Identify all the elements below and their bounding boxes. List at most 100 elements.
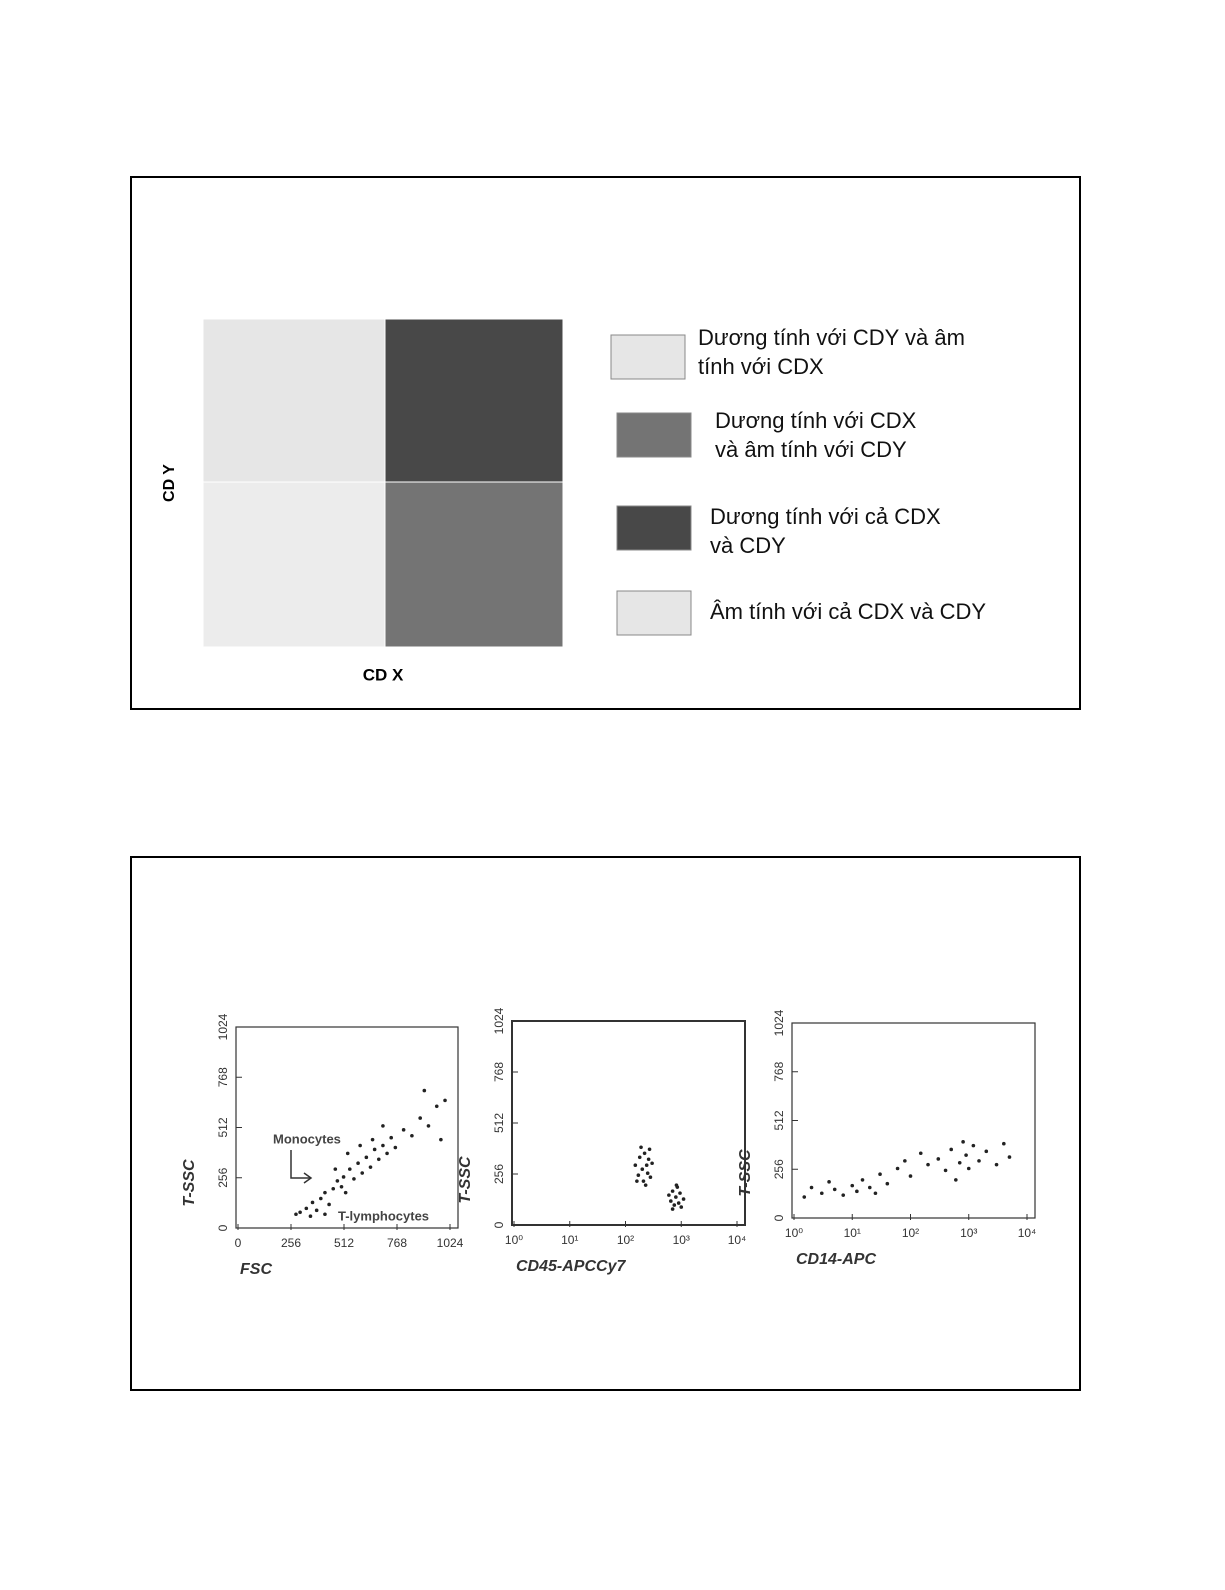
data-point bbox=[368, 1165, 373, 1169]
quadrant bbox=[202, 481, 386, 648]
data-point bbox=[323, 1190, 327, 1195]
legend-swatch bbox=[616, 505, 692, 551]
data-point bbox=[943, 1168, 948, 1173]
data-point bbox=[393, 1145, 398, 1150]
data-point bbox=[650, 1161, 654, 1166]
legend-label: Dương tính với cả CDX bbox=[710, 504, 941, 529]
legend-label: Âm tính với cả CDX và CDY bbox=[710, 599, 986, 624]
data-point bbox=[819, 1191, 824, 1196]
data-point bbox=[994, 1162, 999, 1167]
data-point bbox=[319, 1196, 323, 1201]
data-point bbox=[646, 1157, 651, 1162]
data-point bbox=[670, 1207, 675, 1211]
data-point bbox=[873, 1191, 878, 1196]
data-point bbox=[327, 1202, 331, 1207]
legend-label: và CDY bbox=[710, 533, 786, 558]
x-tick-label: 10¹ bbox=[844, 1226, 861, 1240]
x-tick-label: 0 bbox=[235, 1236, 242, 1250]
data-point bbox=[949, 1147, 954, 1152]
slide-frame bbox=[130, 856, 1081, 1391]
data-point bbox=[926, 1162, 930, 1167]
data-point bbox=[936, 1157, 941, 1161]
data-point bbox=[957, 1160, 962, 1165]
y-axis-label: CD Y bbox=[161, 464, 178, 502]
y-tick-label: 1024 bbox=[772, 1009, 786, 1036]
data-point bbox=[335, 1179, 340, 1183]
data-point bbox=[672, 1203, 677, 1207]
data-point bbox=[674, 1195, 678, 1199]
x-tick-label: 10³ bbox=[960, 1226, 977, 1240]
legend-swatch bbox=[616, 412, 692, 458]
data-point bbox=[676, 1201, 681, 1205]
data-point bbox=[841, 1193, 846, 1197]
x-tick-label: 10⁰ bbox=[785, 1226, 803, 1240]
y-tick-label: 256 bbox=[216, 1167, 230, 1187]
data-point bbox=[401, 1128, 406, 1132]
data-point bbox=[352, 1177, 356, 1181]
data-point bbox=[867, 1185, 872, 1190]
data-point bbox=[389, 1135, 394, 1140]
data-point bbox=[640, 1167, 645, 1172]
data-point bbox=[648, 1175, 653, 1179]
data-point bbox=[637, 1155, 642, 1160]
x-tick-label: 10² bbox=[902, 1226, 919, 1240]
data-point bbox=[639, 1145, 643, 1150]
data-point bbox=[1002, 1141, 1006, 1146]
data-point bbox=[885, 1181, 890, 1186]
data-point bbox=[381, 1124, 385, 1128]
data-point bbox=[1007, 1155, 1012, 1159]
quadrant bbox=[202, 318, 386, 483]
y-tick-label: 0 bbox=[216, 1224, 230, 1231]
y-tick-label: 768 bbox=[492, 1062, 506, 1082]
data-point bbox=[860, 1178, 865, 1182]
data-point bbox=[633, 1163, 638, 1168]
data-point bbox=[644, 1163, 649, 1168]
data-point bbox=[977, 1159, 981, 1163]
x-axis-label: CD45-APCCy7 bbox=[516, 1258, 626, 1275]
data-point bbox=[895, 1166, 900, 1171]
data-point bbox=[678, 1191, 682, 1195]
data-point bbox=[903, 1159, 907, 1163]
legend-label: và âm tính với CDY bbox=[715, 437, 907, 462]
data-point bbox=[636, 1173, 641, 1177]
data-point bbox=[310, 1200, 315, 1205]
data-point bbox=[878, 1172, 882, 1177]
data-point bbox=[645, 1171, 650, 1176]
quadrant bbox=[384, 481, 564, 648]
x-axis-label: CD X bbox=[363, 665, 404, 684]
data-point bbox=[961, 1140, 965, 1144]
data-point bbox=[669, 1199, 673, 1203]
data-point bbox=[641, 1179, 646, 1183]
x-tick-label: 10¹ bbox=[561, 1233, 578, 1247]
data-point bbox=[642, 1151, 647, 1156]
annotation: Monocytes bbox=[273, 1131, 341, 1146]
x-tick-label: 512 bbox=[334, 1236, 354, 1250]
data-point bbox=[364, 1155, 369, 1160]
data-point bbox=[439, 1137, 443, 1142]
data-point bbox=[422, 1088, 427, 1093]
data-point bbox=[670, 1189, 675, 1193]
data-point bbox=[434, 1104, 439, 1109]
data-point bbox=[674, 1183, 679, 1187]
legend-label: Dương tính với CDX bbox=[715, 408, 917, 433]
y-tick-label: 256 bbox=[772, 1159, 786, 1179]
data-point bbox=[443, 1098, 447, 1103]
y-tick-label: 512 bbox=[772, 1110, 786, 1130]
y-axis-label: T-SSC bbox=[457, 1156, 474, 1204]
y-tick-label: 512 bbox=[492, 1113, 506, 1133]
data-point bbox=[343, 1190, 348, 1195]
data-point bbox=[643, 1183, 648, 1187]
data-point bbox=[827, 1180, 831, 1184]
data-point bbox=[385, 1151, 389, 1156]
x-tick-label: 10⁰ bbox=[505, 1233, 523, 1247]
y-tick-label: 256 bbox=[492, 1164, 506, 1184]
data-point bbox=[341, 1175, 346, 1179]
y-tick-label: 768 bbox=[216, 1067, 230, 1087]
y-tick-label: 512 bbox=[216, 1117, 230, 1137]
x-tick-label: 1024 bbox=[437, 1236, 464, 1250]
data-point bbox=[323, 1212, 327, 1217]
data-point bbox=[410, 1133, 414, 1138]
data-point bbox=[802, 1195, 807, 1199]
annotation-arrow bbox=[290, 1150, 310, 1179]
x-axis-label: FSC bbox=[240, 1261, 272, 1278]
